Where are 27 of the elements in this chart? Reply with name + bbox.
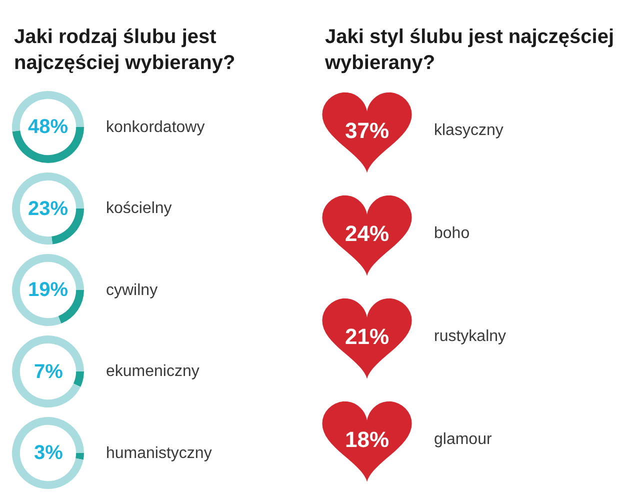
data-label: 18% (345, 427, 390, 452)
slice-label: humanistyczny (106, 445, 212, 462)
slice-label: kościelny (106, 200, 172, 217)
text: 7% (34, 361, 64, 383)
category-label: rustykalny (434, 328, 506, 345)
category-label: boho (434, 225, 470, 242)
category-label: klasyczny (434, 122, 504, 139)
donut-slice (12, 172, 84, 244)
donut-slice (12, 417, 84, 489)
data-label: 21% (345, 324, 390, 349)
donut-slice (12, 91, 84, 132)
category-label: glamour (434, 431, 492, 448)
text: 19% (28, 279, 68, 301)
donut-slice (73, 372, 84, 387)
slice-label: ekumeniczny (106, 363, 200, 380)
donut-slice (76, 453, 84, 460)
slice-label: cywilny (106, 282, 158, 299)
data-label: 24% (345, 221, 390, 246)
data-label: 37% (345, 118, 390, 143)
chart-title: Jaki rodzaj ślubu jest najczęściej wybierany? (14, 26, 236, 74)
text: 23% (28, 198, 68, 220)
donut-slice (12, 336, 84, 408)
text: 3% (34, 442, 64, 464)
text: 48% (28, 116, 68, 138)
text: Jaki styl ślubu jest najczęściej wybierany? (324, 26, 614, 74)
donut-slice (12, 254, 84, 326)
slice-label: konkordatowy (106, 119, 205, 136)
